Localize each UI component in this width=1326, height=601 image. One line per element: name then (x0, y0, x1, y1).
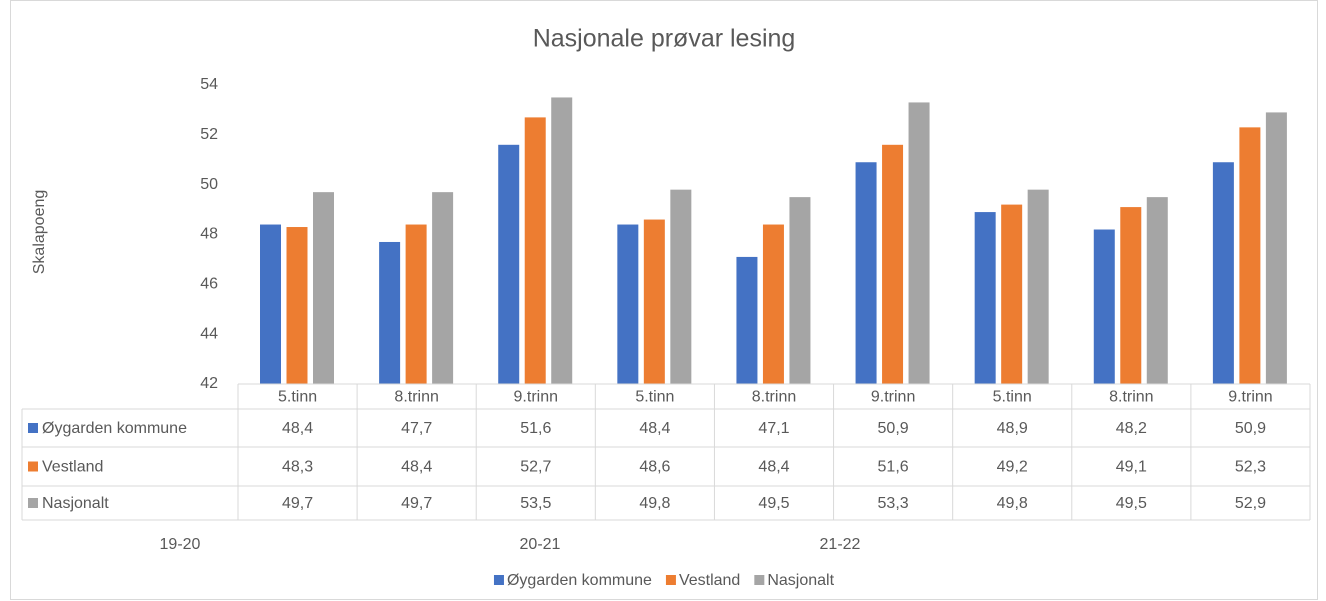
legend-key (28, 461, 38, 472)
group-label: 21-22 (820, 536, 861, 553)
y-tick-label: 46 (200, 276, 218, 293)
data-label: 48,9 (997, 420, 1028, 437)
x-tick-label: 5.tinn (993, 389, 1032, 406)
y-tick-label: 52 (200, 126, 218, 143)
y-tick-label: 44 (200, 325, 218, 342)
data-label: 52,9 (1235, 495, 1266, 512)
legend-key (28, 423, 38, 433)
legend-label: Nasjonalt (767, 572, 834, 589)
group-label: 19-20 (160, 536, 201, 553)
x-tick-label: 8.trinn (1109, 389, 1153, 406)
x-tick-label: 5.tinn (635, 389, 674, 406)
bar (1001, 204, 1023, 384)
x-tick-label: 8.trinn (394, 389, 438, 406)
data-label: 49,8 (639, 495, 670, 512)
data-label: 48,2 (1116, 420, 1147, 437)
legend-swatch (665, 575, 676, 585)
bar (524, 117, 546, 385)
data-label: 51,6 (520, 420, 551, 437)
bar (498, 144, 520, 384)
bar (432, 192, 454, 384)
x-tick-label: 9.trinn (871, 389, 915, 406)
legend-swatch (754, 575, 765, 585)
bar (855, 162, 877, 384)
bar (882, 144, 904, 384)
bar (736, 256, 758, 384)
x-tick-label: 8.trinn (752, 389, 796, 406)
bar (1265, 112, 1287, 385)
bar (974, 212, 996, 384)
x-tick-label: 9.trinn (1228, 389, 1272, 406)
data-label: 49,5 (1116, 495, 1147, 512)
bar (617, 224, 639, 384)
bar (643, 219, 665, 384)
data-label: 50,9 (878, 420, 909, 437)
bar (1093, 229, 1115, 384)
data-label: 49,2 (997, 459, 1028, 476)
row-header: Øygarden kommune (42, 420, 187, 437)
data-label: 48,4 (282, 420, 313, 437)
legend-label: Øygarden kommune (507, 572, 652, 589)
data-label: 53,3 (878, 495, 909, 512)
legend-key (28, 498, 38, 508)
data-label: 48,4 (401, 459, 432, 476)
y-tick-label: 50 (200, 176, 218, 193)
bar (405, 224, 427, 384)
bar (551, 97, 573, 384)
data-label: 50,9 (1235, 420, 1266, 437)
data-label: 52,3 (1235, 459, 1266, 476)
bar (762, 224, 784, 384)
data-label: 53,5 (520, 495, 551, 512)
data-label: 51,6 (878, 459, 909, 476)
data-label: 49,1 (1116, 459, 1147, 476)
bar (670, 189, 692, 384)
data-label: 48,3 (282, 459, 313, 476)
data-label: 49,5 (758, 495, 789, 512)
bar (313, 192, 334, 384)
y-tick-label: 54 (200, 76, 218, 93)
row-header: Vestland (42, 459, 103, 476)
data-label: 49,8 (997, 495, 1028, 512)
data-label: 47,7 (401, 420, 432, 437)
bar (1027, 189, 1049, 384)
x-tick-label: 9.trinn (514, 389, 558, 406)
bar (1239, 127, 1261, 384)
bar (1146, 197, 1168, 384)
bar (260, 224, 281, 384)
data-label: 52,7 (520, 459, 551, 476)
bar (1120, 207, 1142, 384)
row-header: Nasjonalt (42, 495, 109, 512)
y-tick-label: 42 (200, 375, 218, 392)
data-label: 48,4 (758, 459, 789, 476)
x-tick-label: 5.tinn (278, 389, 317, 406)
bar (908, 102, 930, 385)
data-label: 49,7 (282, 495, 313, 512)
bar (379, 241, 401, 384)
data-label: 48,4 (639, 420, 670, 437)
legend-swatch (493, 575, 504, 585)
y-axis-title: Skalapoeng (31, 190, 48, 275)
legend-label: Vestland (679, 572, 740, 589)
data-label: 47,1 (758, 420, 789, 437)
bar (1212, 162, 1234, 384)
bar (789, 197, 811, 384)
bar (286, 227, 308, 384)
group-label: 20-21 (520, 536, 561, 553)
data-label: 48,6 (639, 459, 670, 476)
chart-title: Nasjonale prøvar lesing (533, 25, 796, 53)
y-tick-label: 48 (200, 226, 218, 243)
data-label: 49,7 (401, 495, 432, 512)
